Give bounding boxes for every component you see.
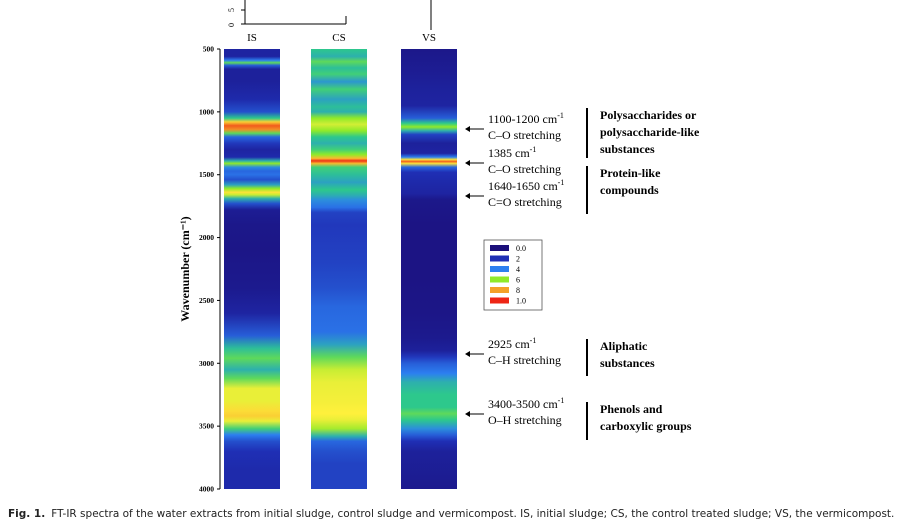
- y-tick-label: 500: [203, 45, 215, 54]
- legend-label: 2: [516, 255, 520, 264]
- annotations: 1100-1200 cm-1 C–O stretching 1385 cm-1 C–O…: [465, 111, 564, 427]
- annotation-wavenumber: 1640-1650 cm-1: [488, 178, 564, 193]
- column-label-vs: VS: [422, 32, 436, 44]
- top-axis-tick-label: 0: [227, 23, 236, 27]
- legend-label: 8: [516, 286, 520, 295]
- legend-label: 1.0: [516, 297, 526, 306]
- group-labels: Polysaccharides or polysaccharide-like sub…: [586, 108, 700, 440]
- legend-swatch: [490, 276, 509, 283]
- annotation-vibration: C–O stretching: [488, 128, 561, 142]
- y-tick-label: 1500: [199, 170, 214, 179]
- legend-label: 0.0: [516, 244, 526, 253]
- legend-swatch: [490, 255, 509, 262]
- column-label-is: IS: [247, 32, 257, 44]
- caption-label: Fig. 1.: [8, 508, 46, 520]
- y-tick-label: 4000: [199, 485, 214, 494]
- group-label: substances: [600, 356, 655, 370]
- legend-label: 6: [516, 276, 520, 285]
- legend-swatch: [490, 297, 509, 304]
- y-axis-label: Wavenumber (cm⁻¹): [178, 216, 192, 321]
- arrow-head-icon: [465, 351, 470, 357]
- group-label: Polysaccharides or: [600, 108, 697, 122]
- legend-swatch: [490, 245, 509, 251]
- spectrum-column-vs: [401, 49, 457, 489]
- arrow-head-icon: [465, 160, 470, 166]
- y-tick-label: 2000: [199, 233, 214, 242]
- annotation-vibration: C–O stretching: [488, 162, 561, 176]
- group-label: Protein-like: [600, 166, 661, 180]
- legend-swatch: [490, 266, 509, 272]
- arrow-head-icon: [465, 126, 470, 132]
- group-label: compounds: [600, 183, 659, 197]
- y-tick-label: 3000: [199, 359, 214, 368]
- legend: 0.0 24 68 1.0: [483, 239, 543, 311]
- annotation-vibration: C–H stretching: [488, 353, 561, 367]
- legend-label: 4: [516, 265, 520, 274]
- annotation-vibration: O–H stretching: [488, 413, 562, 427]
- spectrum-column-is: [224, 49, 280, 489]
- y-tick-label: 3500: [199, 422, 214, 431]
- group-label: Phenols and: [600, 402, 663, 416]
- annotation-wavenumber: 1100-1200 cm-1: [488, 111, 564, 126]
- legend-swatch: [490, 287, 509, 293]
- y-axis: 500 1000 1500 2000 2500 3000 3500 4000 Wavenumbe…: [178, 45, 221, 494]
- top-axis-fragment: 50: [227, 0, 432, 30]
- figure-caption: Fig. 1. FT-IR spectra of the water extrac…: [8, 508, 898, 520]
- group-label: carboxylic groups: [600, 419, 692, 433]
- heatmap-columns: [224, 49, 457, 489]
- spectrum-column-cs: [311, 49, 367, 489]
- arrow-head-icon: [465, 411, 470, 417]
- group-label: Aliphatic: [600, 339, 648, 353]
- caption-text: FT-IR spectra of the water extracts from…: [51, 508, 895, 520]
- group-label: polysaccharide-like: [600, 125, 700, 139]
- y-tick-label: 1000: [199, 107, 214, 116]
- column-labels: IS CS VS: [247, 32, 436, 44]
- annotation-vibration: C=O stretching: [488, 195, 562, 209]
- annotation-wavenumber: 3400-3500 cm-1: [488, 396, 564, 411]
- column-label-cs: CS: [332, 32, 345, 44]
- y-tick-label: 2500: [199, 296, 214, 305]
- top-axis-tick-label: 5: [227, 8, 236, 12]
- annotation-wavenumber: 2925 cm-1: [488, 336, 536, 351]
- arrow-head-icon: [465, 193, 470, 199]
- annotation-wavenumber: 1385 cm-1: [488, 145, 536, 160]
- group-label: substances: [600, 142, 655, 156]
